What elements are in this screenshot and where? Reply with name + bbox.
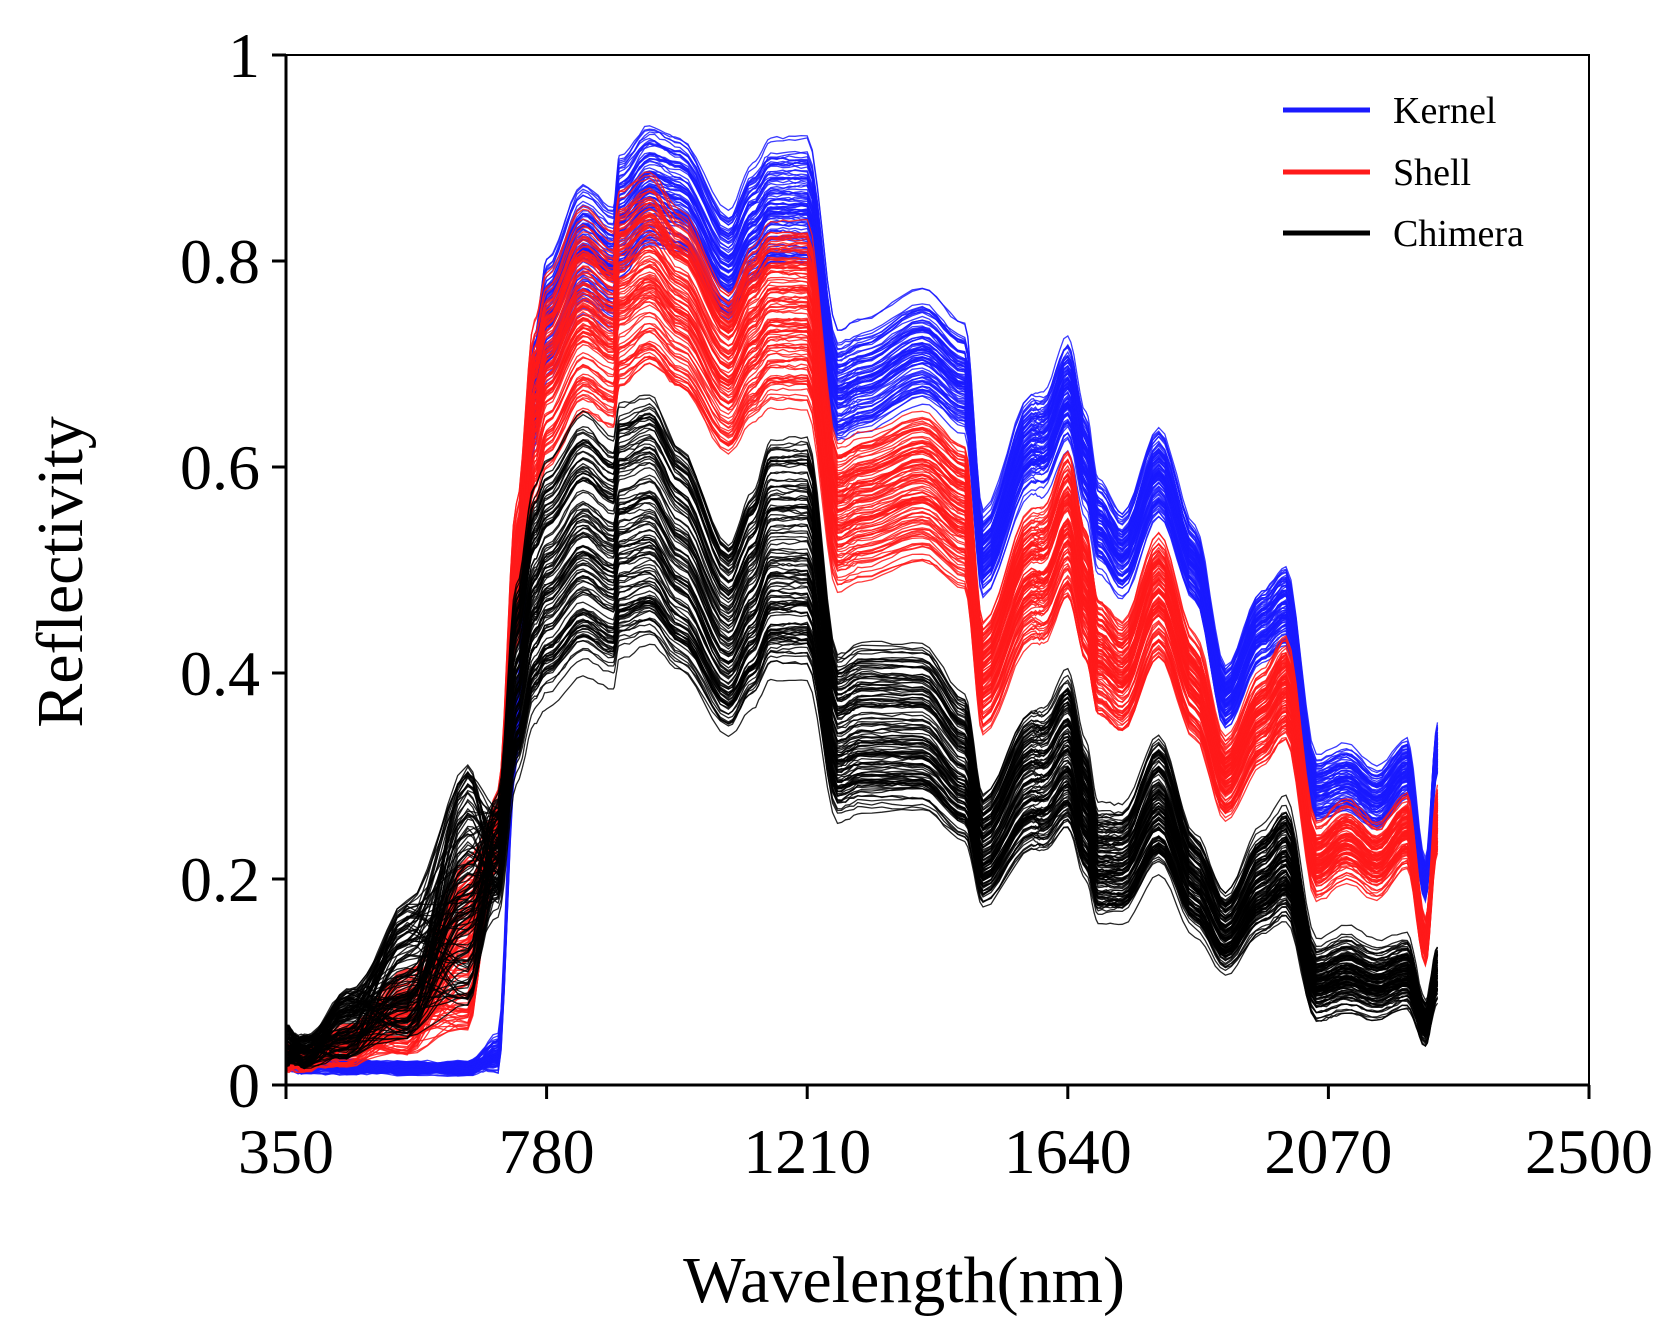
spectrum-line-chimera [285,596,1439,1066]
spectrum-line-shell [285,221,1439,1060]
y-tick-label: 0.8 [180,226,260,297]
series-chimera [285,394,1439,1070]
x-tick-label: 350 [238,1116,334,1187]
y-tick-label: 0 [228,1050,260,1121]
legend-label-chimera: Chimera [1393,213,1524,255]
spectrum-line-chimera [285,491,1439,1062]
legend: Kernel Shell Chimera [1283,90,1524,255]
tick-layer: 350 780 1210 1640 2070 2500 0 0.2 0.4 0.6 0.8 1 [180,20,1653,1187]
spectrum-line-chimera [285,452,1439,1057]
spectrum-line-chimera [285,455,1439,1063]
x-tick-label: 2070 [1264,1116,1392,1187]
x-tick-label: 1640 [1004,1116,1132,1187]
y-tick-label: 0.2 [180,844,260,915]
x-tick-label: 780 [499,1116,595,1187]
spectrum-line-chimera [285,580,1439,1065]
spectrum-line-chimera [285,443,1439,1067]
x-tick-label: 1210 [743,1116,871,1187]
spectrum-line-chimera [285,403,1439,1060]
spectrum-line-chimera [285,607,1438,1055]
spectrum-line-chimera [285,414,1439,1052]
spectrum-line-shell [285,327,1439,1070]
legend-label-kernel: Kernel [1393,90,1496,132]
spectrum-line-shell [285,296,1439,1067]
y-axis-title: Reflectivity [24,416,97,728]
y-tick-label: 0.6 [180,432,260,503]
y-tick-label: 1 [228,20,260,91]
spectrum-line-chimera [285,394,1439,1050]
series-layer [285,125,1439,1077]
spectrum-line-shell [285,171,1439,1063]
y-tick-label: 0.4 [180,638,260,709]
spectrum-line-chimera [285,580,1439,1050]
x-tick-label: 2500 [1525,1116,1653,1187]
spectrum-line-chimera [285,573,1438,1065]
spectrum-line-chimera [285,536,1439,1064]
spectrum-line-shell [285,191,1439,1057]
spectrum-line-chimera [285,523,1439,1056]
x-axis-title: Wavelength(nm) [683,1244,1125,1317]
spectrum-line-chimera [285,496,1439,1061]
legend-label-shell: Shell [1393,152,1471,194]
